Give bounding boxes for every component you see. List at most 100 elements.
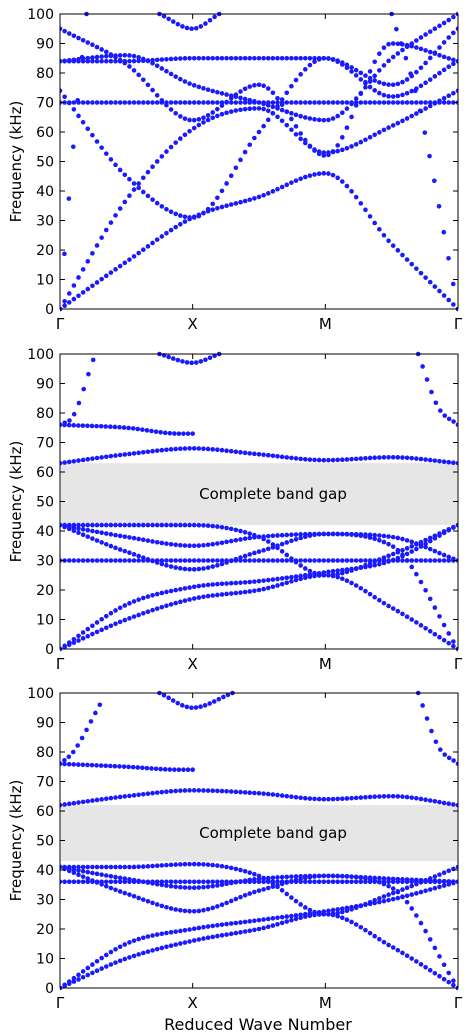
band-point xyxy=(178,76,183,82)
band-point xyxy=(446,56,452,61)
band-point xyxy=(66,196,72,201)
band-point xyxy=(427,535,433,541)
band-point xyxy=(437,288,442,294)
band-point xyxy=(150,881,155,886)
band-point xyxy=(178,862,183,867)
band-point xyxy=(353,194,359,200)
band-point xyxy=(201,594,206,600)
band-point xyxy=(238,920,243,925)
band-point xyxy=(381,455,387,460)
band-point xyxy=(173,74,178,79)
band-point xyxy=(455,802,458,808)
band-point xyxy=(182,598,188,603)
band-point xyxy=(344,917,350,922)
band-point xyxy=(395,558,401,563)
band-point xyxy=(131,187,137,192)
band-point xyxy=(71,525,77,530)
band-point xyxy=(154,539,160,545)
band-point xyxy=(247,552,253,557)
band-point xyxy=(409,539,415,545)
band-point xyxy=(219,188,225,194)
band-point xyxy=(238,107,243,113)
band-point xyxy=(99,955,104,961)
band-point xyxy=(62,420,68,426)
band-point xyxy=(367,100,373,105)
band-point xyxy=(79,54,85,60)
band-point xyxy=(76,872,81,878)
band-point xyxy=(90,870,95,876)
y-tick-label: 10 xyxy=(36,613,54,629)
band-point xyxy=(381,45,387,50)
band-point xyxy=(99,455,104,460)
band-point xyxy=(330,879,336,885)
band-point xyxy=(353,103,359,108)
band-point xyxy=(404,614,410,619)
band-point xyxy=(265,55,271,61)
y-tick-label: 0 xyxy=(45,981,54,997)
band-point xyxy=(302,115,308,120)
band-point xyxy=(162,430,168,436)
band-point xyxy=(215,788,220,794)
band-point xyxy=(108,879,114,885)
band-point xyxy=(191,879,197,885)
band-point xyxy=(400,118,405,124)
band-point xyxy=(141,537,146,543)
band-point xyxy=(60,522,63,528)
band-point xyxy=(326,569,331,575)
band-point xyxy=(103,531,109,536)
band-point xyxy=(196,522,202,528)
band-point xyxy=(335,531,340,537)
band-point xyxy=(66,979,72,984)
y-tick-label: 0 xyxy=(45,642,54,658)
band-point xyxy=(284,558,290,563)
band-point xyxy=(131,58,137,64)
band-point xyxy=(205,100,211,105)
band-point xyxy=(168,602,174,607)
band-point xyxy=(284,100,290,105)
y-tick-label: 80 xyxy=(36,745,54,761)
band-point xyxy=(256,534,262,540)
band-point xyxy=(256,917,262,923)
band-point xyxy=(103,558,109,563)
band-point xyxy=(127,892,132,897)
band-point xyxy=(141,522,146,528)
band-point xyxy=(126,425,131,431)
band-point xyxy=(90,878,95,883)
band-point xyxy=(414,795,419,801)
band-point xyxy=(150,100,155,105)
band-point xyxy=(136,936,141,942)
band-point xyxy=(367,930,373,936)
band-point xyxy=(242,868,248,874)
band-point xyxy=(182,79,188,84)
band-point xyxy=(159,931,165,937)
band-point xyxy=(353,879,359,885)
band-point xyxy=(404,551,410,557)
band-point xyxy=(340,531,345,537)
band-point xyxy=(201,583,206,588)
band-point xyxy=(423,106,428,111)
band-point xyxy=(136,952,141,957)
band-point xyxy=(438,408,443,413)
band-point xyxy=(446,93,452,99)
band-point xyxy=(103,151,109,156)
band-point xyxy=(99,522,104,528)
band-point xyxy=(193,705,199,710)
band-point xyxy=(66,57,72,63)
y-tick-label: 0 xyxy=(45,302,54,318)
band-point xyxy=(252,106,257,111)
band-point xyxy=(103,864,109,870)
band-point xyxy=(256,791,262,796)
band-point xyxy=(196,100,202,105)
band-point xyxy=(76,458,81,463)
band-point xyxy=(178,879,183,885)
band-point xyxy=(164,558,169,563)
band-point xyxy=(400,100,405,105)
band-point xyxy=(215,541,220,546)
band-point xyxy=(145,557,151,562)
band-point xyxy=(228,109,234,114)
band-point xyxy=(423,32,428,37)
band-point xyxy=(312,570,317,576)
band-point xyxy=(261,83,266,89)
band-point xyxy=(85,965,91,971)
band-point xyxy=(224,560,229,565)
